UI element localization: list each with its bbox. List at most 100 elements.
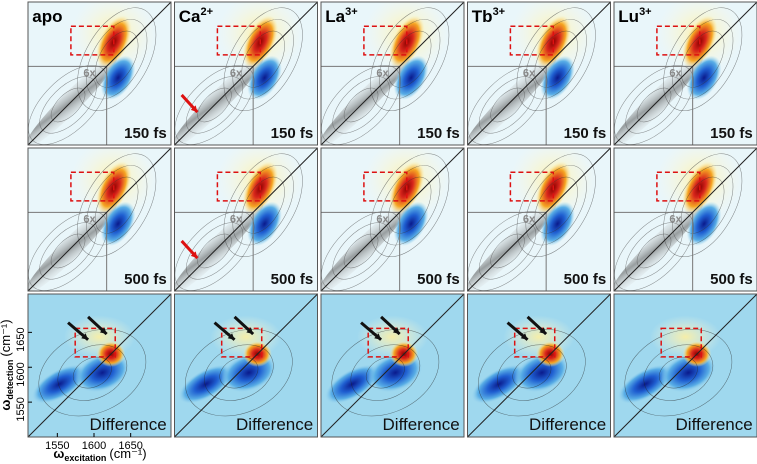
dashed-box [363,25,408,56]
scale-label: 6x [230,67,243,79]
panel-frame [613,1,757,146]
panel-frame [613,147,757,292]
y-tick-label: 1600 [15,362,27,386]
dashed-box [509,25,555,56]
dashed-box [367,327,409,358]
diagonal [614,148,757,291]
dashed-box [513,327,556,358]
diagonal [28,148,171,291]
y-tick-label: 1550 [15,397,27,421]
contour [534,30,578,88]
panel: 6x [174,2,318,145]
negative-peak [540,201,575,247]
arrow-head [99,327,107,335]
column-name: La [325,7,345,26]
diagonal [614,2,757,145]
arrow-head [81,333,89,340]
panel-frame [467,147,611,292]
negative-peak [686,55,722,101]
dashed-box [363,171,408,202]
negative-peak [393,201,429,247]
panel [614,294,757,437]
negative-peak [247,201,282,247]
contour [497,344,567,401]
contour [241,30,285,88]
column-label: Ca2+ [179,6,213,26]
dashed-box [74,327,116,358]
scale-label: 6x [523,67,536,79]
panel-frame [27,147,172,292]
time-label: 500 fs [271,271,314,288]
difference-label: Difference [676,415,753,434]
scale-label: 6x [376,67,389,79]
panel [174,294,318,437]
time-label: 150 fs [710,125,753,142]
panel: 6x [321,148,464,291]
column-label: Tb3+ [472,6,505,26]
panel-frame [320,293,465,438]
contour [94,176,139,234]
negative-peak [247,55,282,101]
contour [86,165,148,246]
panel: 6x [467,2,611,145]
panel: 6x [467,148,611,291]
panel: 6x [614,148,757,291]
panel: 6x [174,148,318,291]
diagonal [614,294,757,437]
x-unit: (cm⁻¹) [109,446,146,461]
diagonal [321,2,464,145]
arrow-head [190,251,198,259]
contour [204,344,274,401]
y-unit: (cm⁻¹) [0,319,13,356]
arrow-head [227,333,235,340]
panel-frame [467,293,611,438]
x-axis-label: ωexcitation (cm⁻¹) [53,446,146,463]
panel-frame [174,293,318,438]
dashed-box [70,25,115,56]
contour [365,356,405,389]
panel: 6x [321,2,464,145]
column-name: Tb [472,7,493,26]
contour [387,30,432,88]
scale-label: 6x [669,67,682,79]
contour [658,356,698,389]
negative-peak [100,201,136,247]
panel-frame [27,293,172,438]
column-label: apo [32,7,62,26]
difference-label: Difference [90,415,167,434]
time-label: 500 fs [564,271,607,288]
panel: 6x [614,2,757,145]
panel-frame [174,147,318,292]
contour [512,356,552,389]
contour [232,165,294,246]
diagonal [321,148,464,291]
column-charge: 3+ [639,6,652,18]
time-label: 500 fs [124,271,167,288]
dashed-box [216,171,262,202]
arrow-head [392,327,400,335]
contour [534,176,578,234]
dashed-box [656,171,701,202]
column-charge: 3+ [345,6,358,18]
contour [643,344,714,401]
contour [379,165,441,246]
diagonal [321,294,464,437]
diagonal [174,2,318,145]
y-symbol: ω [0,400,13,411]
contour [241,176,285,234]
dashed-box [660,327,702,358]
scale-label: 6x [669,213,682,225]
column-label: Lu3+ [618,6,651,26]
column-name: Ca [179,7,201,26]
contour [672,165,734,246]
arrow-head [190,105,198,113]
x-tick-label: 1600 [82,440,106,452]
arrow-head [520,333,528,340]
panel-frame [613,293,757,438]
diagonal [467,294,611,437]
contour [219,356,259,389]
time-label: 500 fs [417,271,460,288]
negative-peak [100,55,136,101]
scale-label: 6x [83,213,96,225]
column-label: La3+ [325,6,357,26]
